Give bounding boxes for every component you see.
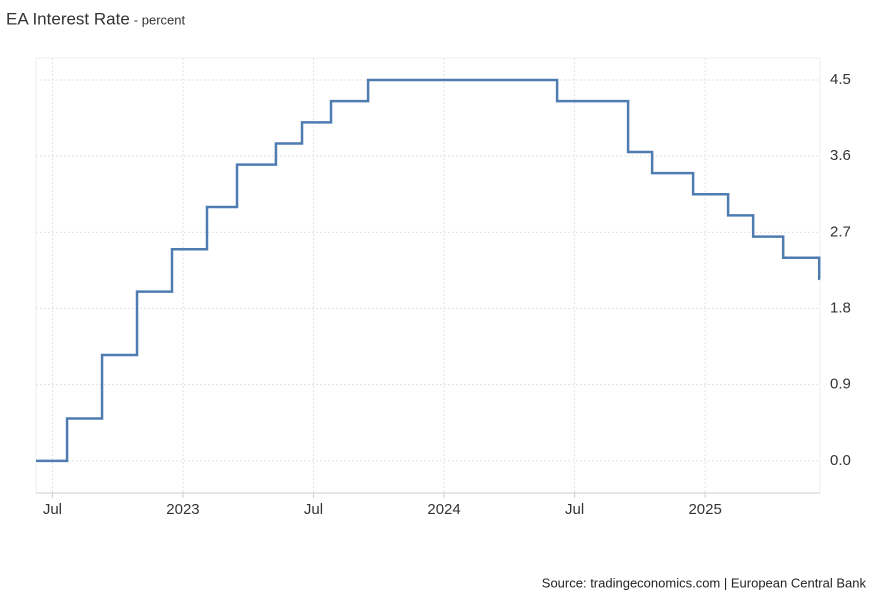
x-tick-label: 2025 <box>688 501 721 518</box>
x-tick-label: Jul <box>304 501 323 518</box>
y-tick-label: 1.8 <box>830 299 851 316</box>
x-tick-label: 2023 <box>166 501 199 518</box>
chart-title: EA Interest Rate <box>6 9 130 28</box>
y-tick-label: 0.0 <box>830 452 851 469</box>
x-tick-label: 2024 <box>427 501 460 518</box>
line <box>36 78 821 463</box>
chart-subtitle: - percent <box>134 12 186 27</box>
y-tick-label: 4.5 <box>830 71 851 88</box>
x-tick-label: Jul <box>565 501 584 518</box>
plot-area <box>35 57 821 494</box>
source: Source: tradingeconomics.com | European … <box>542 575 867 590</box>
y-tick-label: 2.7 <box>830 223 851 240</box>
y-tick-label: 3.6 <box>830 147 851 164</box>
y-tick-label: 0.9 <box>830 376 851 393</box>
x-tick-label: Jul <box>43 501 62 518</box>
